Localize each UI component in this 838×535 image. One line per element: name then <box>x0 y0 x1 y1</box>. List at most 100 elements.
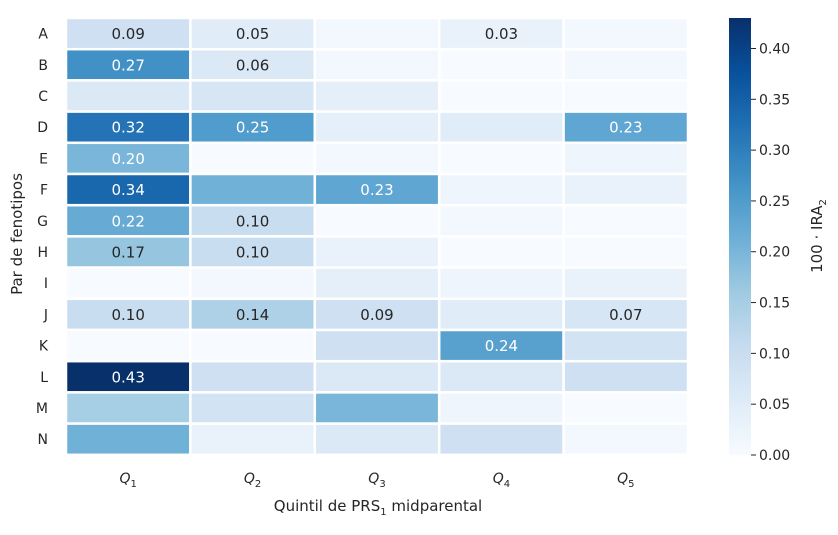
cell-value-label: 0.27 <box>111 56 144 74</box>
cell-value-label: 0.09 <box>111 25 144 43</box>
cell-value-label: 0.23 <box>609 119 642 137</box>
cell-value-label: 0.05 <box>236 25 269 43</box>
cell-value-label: 0.34 <box>111 181 144 199</box>
heatmap-cell <box>562 235 690 269</box>
heatmap-cell <box>437 235 565 269</box>
heatmap-cell <box>562 328 690 363</box>
heatmap-cell <box>562 203 690 238</box>
heatmap-cell <box>437 203 565 238</box>
y-tick-label: F <box>40 183 48 199</box>
heatmap-cell <box>189 141 317 176</box>
cell-value-label: 0.03 <box>485 25 518 43</box>
cell-value-label: 0.10 <box>111 306 144 324</box>
heatmap-cell <box>437 47 565 82</box>
heatmap-cell <box>437 391 565 425</box>
heatmap-cell <box>437 422 565 457</box>
cell-value-label: 0.17 <box>111 244 144 262</box>
heatmap-cell <box>64 79 192 113</box>
heatmap-cell <box>313 16 441 51</box>
heatmap-cell <box>562 110 690 145</box>
heatmap-cell <box>313 110 441 145</box>
heatmap-cell <box>562 16 690 51</box>
heatmap-cell <box>562 359 690 394</box>
heatmap-cell <box>64 422 192 457</box>
heatmap-cell <box>562 422 690 457</box>
colorbar-tick-label: 0.40 <box>759 41 790 57</box>
heatmap-cell <box>437 328 565 363</box>
x-tick-label: Q1 <box>119 471 136 490</box>
x-tick-label: Q5 <box>617 471 634 490</box>
heatmap-cell <box>189 359 317 394</box>
y-tick-label: H <box>37 245 48 261</box>
heatmap-cell <box>313 391 441 425</box>
heatmap-cell <box>313 141 441 176</box>
colorbar-tick-label: 0.20 <box>759 245 790 261</box>
heatmap-cell <box>313 47 441 82</box>
heatmap-cell <box>562 47 690 82</box>
heatmap-cell <box>189 422 317 457</box>
heatmap-cell <box>437 297 565 332</box>
heatmap-cell <box>313 79 441 113</box>
cell-value-label: 0.10 <box>236 244 269 262</box>
heatmap-cell <box>562 391 690 425</box>
y-tick-label: D <box>37 120 48 136</box>
cell-value-label: 0.32 <box>111 119 144 137</box>
heatmap-cell <box>189 79 317 113</box>
heatmap-cell <box>313 266 441 301</box>
heatmap-cell <box>189 391 317 425</box>
cell-value-label: 0.07 <box>609 306 642 324</box>
cell-value-label: 0.09 <box>360 306 393 324</box>
cell-value-label: 0.22 <box>111 212 144 230</box>
heatmap-cell <box>562 266 690 301</box>
y-tick-label: M <box>36 401 48 417</box>
colorbar-tick-label: 0.15 <box>759 296 790 312</box>
y-tick-label: C <box>38 89 48 105</box>
heatmap-annotations: 0.09 0.05 0.03 0.27 0.06 0.32 0.25 0.23 0.20 0.34… <box>111 25 642 386</box>
cell-value-label: 0.06 <box>236 56 269 74</box>
colorbar-tick-label: 0.25 <box>759 194 790 210</box>
colorbar <box>729 18 751 455</box>
colorbar-tick-label: 0.00 <box>759 448 790 464</box>
cell-value-label: 0.23 <box>360 181 393 199</box>
y-tick-label: N <box>38 432 48 448</box>
heatmap-cells <box>64 16 690 457</box>
cell-value-label: 0.25 <box>236 119 269 137</box>
y-tick-label: L <box>40 370 48 386</box>
heatmap-cell <box>437 172 565 207</box>
colorbar-ticks: 0.00 0.05 0.10 0.15 0.20 0.25 0.30 0.35 0.40 <box>751 41 790 464</box>
colorbar-tick-label: 0.10 <box>759 346 790 362</box>
cell-value-label: 0.43 <box>111 368 144 386</box>
x-tick-labels: Q1 Q2 Q3 Q4 Q5 <box>119 471 634 490</box>
y-tick-label: K <box>39 339 49 355</box>
y-tick-label: J <box>43 307 48 323</box>
heatmap-cell <box>313 328 441 363</box>
colorbar-label: 100 · IRA2 <box>808 199 829 273</box>
heatmap-cell <box>64 391 192 425</box>
y-tick-label: A <box>38 27 48 43</box>
heatmap-cell <box>313 359 441 394</box>
heatmap-cell <box>64 328 192 363</box>
heatmap-cell <box>562 172 690 207</box>
heatmap-cell <box>64 297 192 332</box>
heatmap-cell <box>437 110 565 145</box>
heatmap-cell <box>437 359 565 394</box>
y-tick-label: G <box>37 214 48 230</box>
x-axis-label: Quintil de PRS1 midparental <box>274 497 482 518</box>
heatmap-cell <box>562 79 690 113</box>
heatmap-cell <box>64 172 192 207</box>
x-tick-label: Q3 <box>368 471 385 490</box>
heatmap-cell <box>313 422 441 457</box>
heatmap-cell <box>437 141 565 176</box>
heatmap-cell <box>189 297 317 332</box>
heatmap-cell <box>313 203 441 238</box>
y-axis-label: Par de fenotipos <box>8 173 26 295</box>
heatmap-cell <box>189 172 317 207</box>
x-tick-label: Q4 <box>493 471 510 490</box>
cell-value-label: 0.20 <box>111 150 144 168</box>
y-tick-label: I <box>44 276 48 292</box>
heatmap-cell <box>562 141 690 176</box>
colorbar-tick-label: 0.30 <box>759 143 790 159</box>
colorbar-tick-label: 0.05 <box>759 397 790 413</box>
y-tick-label: B <box>38 58 48 74</box>
